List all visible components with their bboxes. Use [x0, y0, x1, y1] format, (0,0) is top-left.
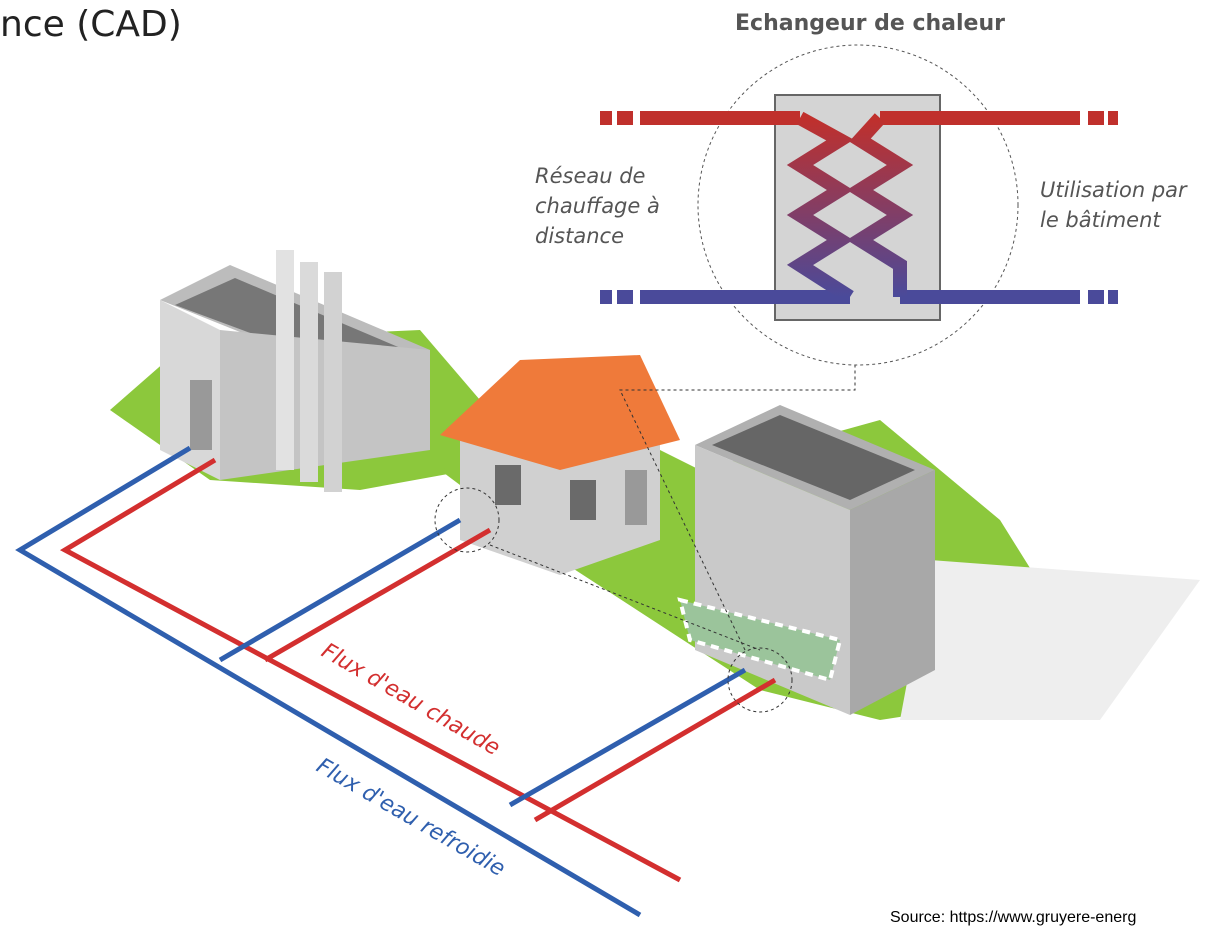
door	[625, 470, 647, 525]
right-label: le bâtiment	[1040, 208, 1161, 232]
chimney	[276, 250, 294, 470]
source: Source: https://www.gruyere-energ	[890, 909, 1136, 926]
shadow	[900, 560, 1200, 720]
left-label: chauffage à	[535, 194, 660, 218]
chimney	[300, 262, 318, 482]
window	[570, 480, 596, 520]
page-title: nce (CAD)	[0, 4, 182, 45]
chimney	[324, 272, 342, 492]
left-label: Réseau de	[535, 164, 645, 188]
diagram: nce (CAD) Flux d'eau chaude Flux d'eau r…	[0, 0, 1217, 926]
factory-door	[190, 380, 212, 450]
right-label: Utilisation par	[1040, 178, 1188, 202]
window	[495, 465, 521, 505]
exchanger-title: Echangeur de chaleur	[735, 11, 1005, 36]
left-label: distance	[535, 224, 624, 248]
page: nce (CAD) Flux d'eau chaude Flux d'eau r…	[0, 0, 1217, 926]
